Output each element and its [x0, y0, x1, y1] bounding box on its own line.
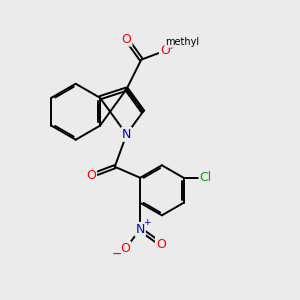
Text: +: + — [143, 218, 150, 227]
Text: O: O — [121, 242, 130, 255]
Text: N: N — [136, 223, 145, 236]
Text: O: O — [160, 44, 170, 57]
Text: O: O — [156, 238, 166, 250]
Text: Cl: Cl — [200, 171, 212, 184]
Text: −: − — [111, 248, 122, 261]
Text: O: O — [122, 32, 131, 46]
Text: methyl: methyl — [165, 37, 200, 47]
Text: N: N — [122, 128, 131, 141]
Text: O: O — [86, 169, 96, 182]
